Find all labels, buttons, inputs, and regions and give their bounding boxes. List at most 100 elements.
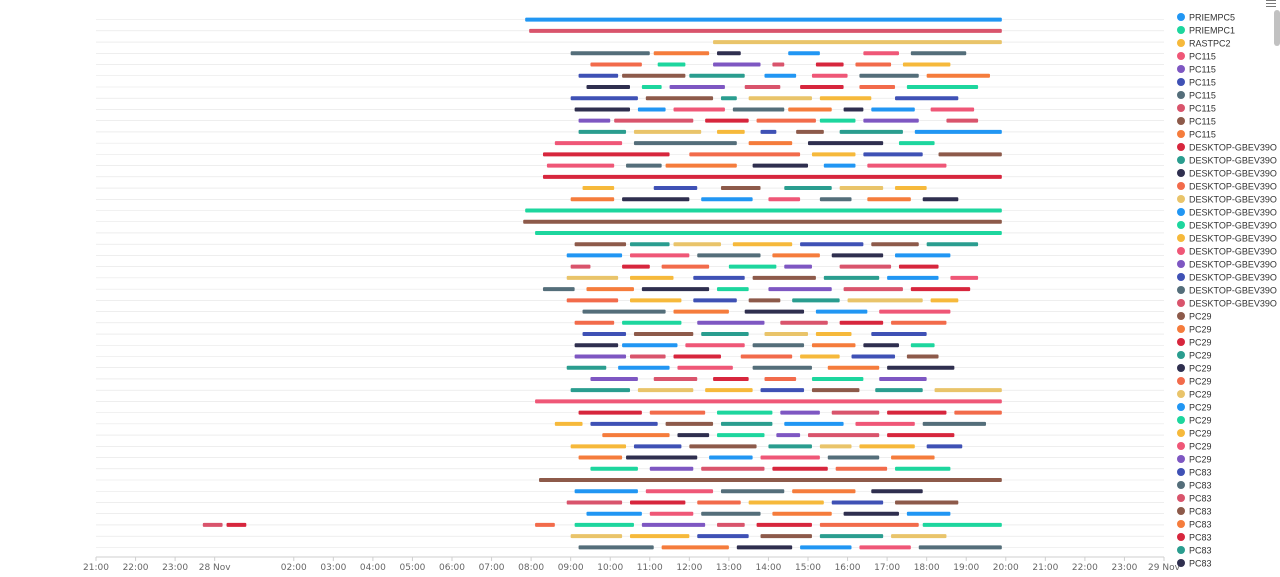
- interval-bar[interactable]: [713, 40, 1002, 45]
- interval-bar[interactable]: [202, 522, 223, 527]
- interval-bar[interactable]: [744, 309, 805, 314]
- interval-bar[interactable]: [586, 287, 634, 292]
- interval-bar[interactable]: [823, 163, 856, 168]
- interval-bar[interactable]: [875, 388, 923, 393]
- legend-marker[interactable]: [1177, 13, 1185, 21]
- legend-marker[interactable]: [1177, 26, 1185, 34]
- interval-bar[interactable]: [630, 253, 690, 258]
- interval-bar[interactable]: [815, 309, 868, 314]
- interval-bar[interactable]: [622, 343, 678, 348]
- interval-bar[interactable]: [895, 96, 959, 101]
- interval-bar[interactable]: [641, 287, 710, 292]
- legend-marker[interactable]: [1177, 442, 1185, 450]
- interval-bar[interactable]: [542, 287, 575, 292]
- interval-bar[interactable]: [693, 298, 737, 303]
- interval-bar[interactable]: [665, 163, 737, 168]
- interval-bar[interactable]: [535, 522, 555, 527]
- interval-bar[interactable]: [887, 433, 955, 438]
- interval-bar[interactable]: [835, 466, 888, 471]
- interval-bar[interactable]: [748, 96, 812, 101]
- interval-bar[interactable]: [946, 118, 979, 123]
- interval-bar[interactable]: [819, 444, 852, 449]
- interval-bar[interactable]: [578, 455, 623, 460]
- interval-bar[interactable]: [529, 28, 1002, 33]
- interval-bar[interactable]: [808, 141, 884, 146]
- interval-bar[interactable]: [823, 275, 880, 280]
- legend-label[interactable]: DESKTOP-GBEV39O: [1189, 286, 1277, 296]
- interval-bar[interactable]: [906, 511, 951, 516]
- legend-label[interactable]: PRIEMPC1: [1189, 26, 1235, 36]
- legend-marker[interactable]: [1177, 325, 1185, 333]
- interval-bar[interactable]: [626, 455, 698, 460]
- interval-bar[interactable]: [784, 186, 832, 191]
- interval-bar[interactable]: [630, 534, 690, 539]
- interval-bar[interactable]: [768, 287, 832, 292]
- interval-bar[interactable]: [689, 152, 801, 157]
- interval-bar[interactable]: [649, 410, 706, 415]
- interval-bar[interactable]: [768, 444, 812, 449]
- legend-marker[interactable]: [1177, 104, 1185, 112]
- interval-bar[interactable]: [633, 141, 737, 146]
- legend-label[interactable]: PC115: [1189, 104, 1216, 114]
- interval-bar[interactable]: [630, 275, 674, 280]
- interval-bar[interactable]: [653, 376, 698, 381]
- interval-bar[interactable]: [922, 522, 1002, 527]
- interval-bar[interactable]: [859, 545, 911, 550]
- legend-marker[interactable]: [1177, 52, 1185, 60]
- legend-label[interactable]: PC83: [1189, 533, 1212, 543]
- interval-bar[interactable]: [895, 500, 959, 505]
- legend-marker[interactable]: [1177, 507, 1185, 515]
- interval-bar[interactable]: [772, 253, 820, 258]
- interval-bar[interactable]: [673, 107, 725, 112]
- interval-bar[interactable]: [756, 118, 816, 123]
- interval-bar[interactable]: [717, 51, 741, 56]
- interval-bar[interactable]: [582, 332, 627, 337]
- interval-bar[interactable]: [701, 466, 765, 471]
- interval-bar[interactable]: [539, 478, 1002, 483]
- interval-bar[interactable]: [800, 354, 840, 359]
- legend-marker[interactable]: [1177, 247, 1185, 255]
- interval-bar[interactable]: [717, 433, 765, 438]
- legend-label[interactable]: PC29: [1189, 442, 1212, 452]
- interval-bar[interactable]: [926, 73, 990, 78]
- interval-bar[interactable]: [525, 17, 1002, 22]
- interval-bar[interactable]: [811, 73, 848, 78]
- interval-bar[interactable]: [800, 545, 852, 550]
- interval-bar[interactable]: [566, 275, 619, 280]
- legend-label[interactable]: PC29: [1189, 455, 1212, 465]
- interval-bar[interactable]: [764, 73, 797, 78]
- interval-bar[interactable]: [895, 186, 927, 191]
- interval-bar[interactable]: [701, 197, 753, 202]
- interval-bar[interactable]: [898, 264, 939, 269]
- legend-label[interactable]: DESKTOP-GBEV39O: [1189, 234, 1277, 244]
- interval-bar[interactable]: [574, 354, 627, 359]
- interval-bar[interactable]: [851, 354, 896, 359]
- legend-label[interactable]: PC29: [1189, 429, 1212, 439]
- interval-bar[interactable]: [891, 320, 947, 325]
- legend-label[interactable]: DESKTOP-GBEV39O: [1189, 208, 1277, 218]
- interval-bar[interactable]: [819, 534, 884, 539]
- interval-bar[interactable]: [855, 62, 892, 67]
- interval-bar[interactable]: [808, 433, 880, 438]
- interval-bar[interactable]: [226, 522, 247, 527]
- legend-marker[interactable]: [1177, 169, 1185, 177]
- interval-bar[interactable]: [645, 489, 714, 494]
- legend-marker[interactable]: [1177, 286, 1185, 294]
- interval-bar[interactable]: [811, 388, 860, 393]
- interval-bar[interactable]: [578, 73, 619, 78]
- interval-bar[interactable]: [542, 174, 1002, 179]
- legend-label[interactable]: DESKTOP-GBEV39O: [1189, 182, 1277, 192]
- interval-bar[interactable]: [582, 309, 666, 314]
- legend-label[interactable]: PC83: [1189, 559, 1212, 569]
- interval-bar[interactable]: [633, 129, 702, 134]
- interval-bar[interactable]: [645, 96, 714, 101]
- interval-bar[interactable]: [859, 84, 896, 89]
- interval-bar[interactable]: [831, 410, 880, 415]
- interval-bar[interactable]: [819, 522, 919, 527]
- interval-bar[interactable]: [819, 96, 872, 101]
- interval-bar[interactable]: [566, 298, 619, 303]
- interval-bar[interactable]: [713, 62, 761, 67]
- legend-label[interactable]: PC83: [1189, 494, 1212, 504]
- interval-bar[interactable]: [811, 152, 856, 157]
- interval-bar[interactable]: [922, 197, 959, 202]
